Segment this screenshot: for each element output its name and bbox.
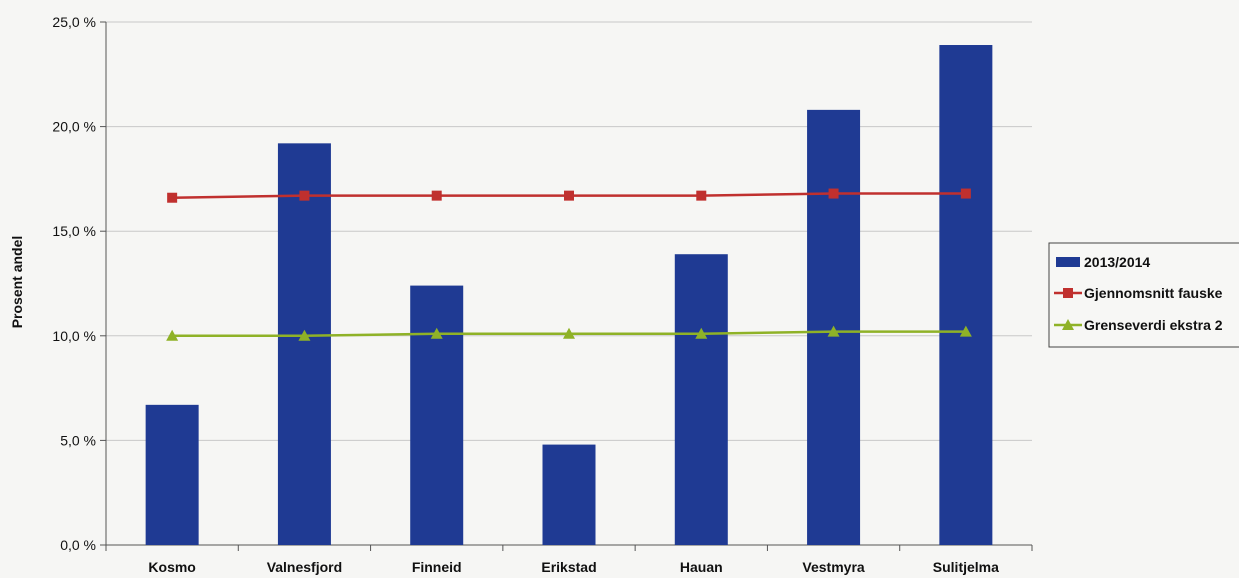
y-tick-label: 5,0 % <box>60 432 96 448</box>
y-tick-label: 0,0 % <box>60 537 96 553</box>
line-point <box>695 327 708 339</box>
line-point <box>298 329 311 341</box>
x-tick-label: Sulitjelma <box>933 559 999 575</box>
bar <box>410 285 464 545</box>
bar-series <box>145 45 993 546</box>
x-tick-label: Erikstad <box>541 559 596 575</box>
y-tick-label: 25,0 % <box>52 14 96 30</box>
line-point <box>827 325 840 337</box>
bar <box>145 404 199 545</box>
bar <box>277 143 331 545</box>
legend-label: 2013/2014 <box>1084 254 1150 270</box>
x-tick-label: Vestmyra <box>802 559 864 575</box>
x-tick-label: Finneid <box>412 559 462 575</box>
x-tick-labels: Kosmo Valnesfjord Finneid Erikstad Hauan Vest… <box>148 559 999 575</box>
bar <box>542 444 596 545</box>
legend-box <box>1048 242 1239 348</box>
legend-swatch <box>1056 257 1080 267</box>
line-point <box>1062 319 1074 330</box>
line-point <box>828 188 839 199</box>
y-tick-labels: 0,0 % 5,0 % 10,0 % 15,0 % 20,0 % 25,0 % <box>52 14 96 553</box>
line-point <box>696 190 707 201</box>
y-tick-label: 10,0 % <box>52 328 96 344</box>
x-tick-label: Valnesfjord <box>267 559 342 575</box>
line-point <box>959 325 972 337</box>
bar <box>674 254 728 545</box>
line-point <box>960 188 971 199</box>
line-point <box>563 327 575 339</box>
x-tick-label: Hauan <box>680 559 723 575</box>
line-point <box>167 192 178 203</box>
line-point <box>430 327 443 339</box>
y-axis-title: Prosent andel <box>9 236 25 329</box>
line-point <box>299 190 310 201</box>
legend-label: Gjennomsnitt fauske <box>1084 285 1223 301</box>
line-point <box>1063 288 1073 298</box>
x-tick-label: Kosmo <box>148 559 195 575</box>
line-series <box>166 188 972 341</box>
legend-label: Grenseverdi ekstra 2 <box>1084 317 1223 333</box>
line-point <box>166 329 179 341</box>
bar <box>939 45 993 546</box>
line-point <box>564 190 574 201</box>
y-tick-label: 15,0 % <box>52 223 96 239</box>
y-tick-label: 20,0 % <box>52 119 96 135</box>
line-point <box>431 190 442 201</box>
legend: 2013/2014 Gjennomsnitt fauske Grenseverdi … <box>1048 242 1239 348</box>
